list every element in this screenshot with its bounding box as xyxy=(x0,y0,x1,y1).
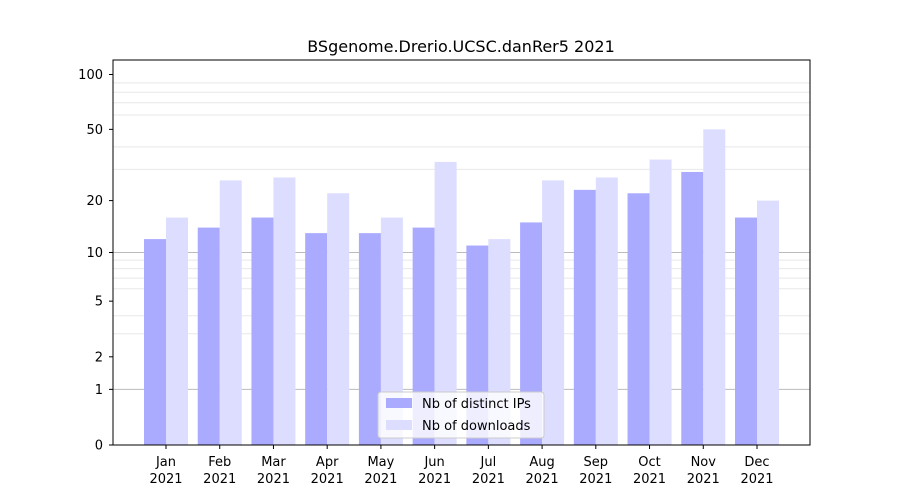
bar-downloads xyxy=(327,193,350,445)
x-tick-label-year: 2021 xyxy=(364,472,397,487)
x-tick-label-year: 2021 xyxy=(579,472,612,487)
x-tick-label-month: May xyxy=(367,455,394,470)
y-tick-label: 5 xyxy=(95,295,103,310)
y-tick-label: 20 xyxy=(86,194,103,209)
y-tick-label: 2 xyxy=(95,350,103,365)
bar-downloads xyxy=(219,180,242,446)
x-tick-label-year: 2021 xyxy=(311,472,344,487)
x-tick-label-month: Aug xyxy=(529,455,554,470)
bar-distinct-ips xyxy=(251,217,274,445)
y-tick-label: 0 xyxy=(95,439,103,454)
y-tick-label: 100 xyxy=(78,68,103,83)
x-tick-label-year: 2021 xyxy=(687,472,720,487)
x-tick-label-month: Sep xyxy=(584,455,609,470)
bar-downloads xyxy=(649,159,672,445)
y-tick-label: 1 xyxy=(95,383,103,398)
bar-downloads xyxy=(434,161,457,445)
legend: Nb of distinct IPs Nb of downloads xyxy=(377,391,545,439)
bar-downloads xyxy=(595,177,618,445)
y-tick-label: 10 xyxy=(86,246,103,261)
bar-distinct-ips xyxy=(735,217,757,445)
x-tick-label-year: 2021 xyxy=(418,472,451,487)
legend-label-downloads: Nb of downloads xyxy=(422,419,531,434)
x-tick-label-year: 2021 xyxy=(257,472,290,487)
bar-distinct-ips xyxy=(520,222,543,445)
x-tick-label-month: Mar xyxy=(261,455,286,470)
x-tick-label-month: Jul xyxy=(480,455,497,470)
x-tick-label-month: Jun xyxy=(423,455,444,470)
bar-distinct-ips xyxy=(573,189,596,445)
x-tick-label-year: 2021 xyxy=(472,472,505,487)
bar-distinct-ips xyxy=(197,227,220,445)
bar-distinct-ips xyxy=(358,233,381,445)
bar-downloads xyxy=(542,180,565,446)
x-tick-label-month: Nov xyxy=(691,455,717,470)
bar-downloads xyxy=(380,217,403,445)
legend-swatch-distinct-ips xyxy=(386,398,412,408)
bar-downloads xyxy=(703,129,726,445)
x-tick-label-month: Dec xyxy=(744,455,769,470)
bar-distinct-ips xyxy=(681,171,704,445)
legend-swatch-downloads xyxy=(386,420,412,430)
x-axis: Jan 2021 Feb 2021 Mar 2021 Apr 2021 May 2021 Jun 20… xyxy=(149,445,774,487)
bar-downloads xyxy=(166,217,188,445)
x-tick-label-year: 2021 xyxy=(203,472,236,487)
y-tick-label: 50 xyxy=(86,123,103,138)
bar-downloads xyxy=(273,177,296,445)
x-tick-label-month: Apr xyxy=(316,455,339,470)
x-tick-label-year: 2021 xyxy=(633,472,666,487)
bar-distinct-ips xyxy=(144,239,166,445)
y-axis: 0 1 2 5 10 20 50 100 xyxy=(78,68,113,454)
bar-distinct-ips xyxy=(412,227,435,445)
legend-box xyxy=(377,391,545,439)
x-tick-label-year: 2021 xyxy=(740,472,773,487)
bar-downloads xyxy=(757,200,779,445)
legend-label-distinct-ips: Nb of distinct IPs xyxy=(422,397,531,412)
x-tick-label-month: Oct xyxy=(638,455,660,470)
chart-title: BSgenome.Drerio.UCSC.danRer5 2021 xyxy=(307,37,615,56)
x-tick-label-month: Feb xyxy=(208,455,231,470)
x-tick-label-year: 2021 xyxy=(149,472,182,487)
bar-distinct-ips xyxy=(305,233,328,445)
bars xyxy=(144,129,779,446)
x-tick-label-year: 2021 xyxy=(526,472,559,487)
x-tick-label-month: Jan xyxy=(155,455,176,470)
bar-distinct-ips xyxy=(627,193,650,445)
